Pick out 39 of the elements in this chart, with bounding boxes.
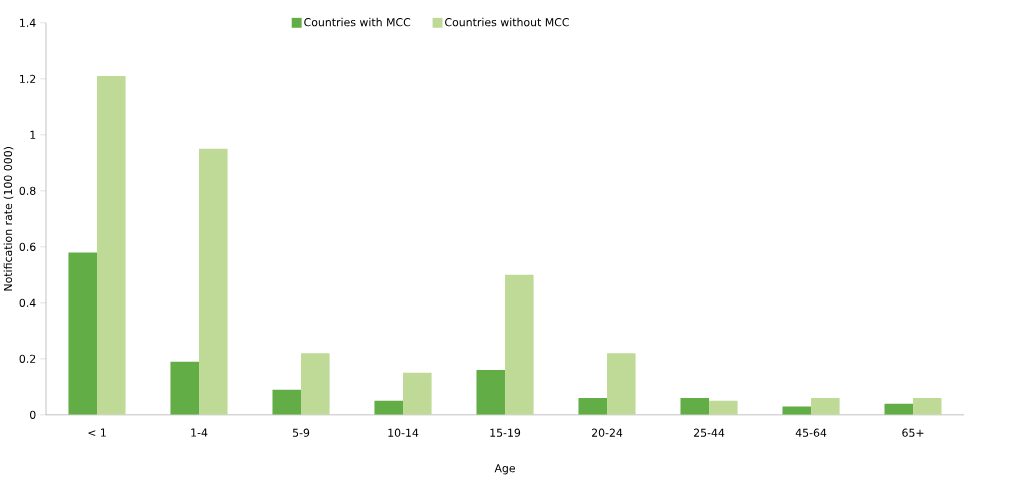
x-tick-label: 65+ bbox=[902, 428, 924, 437]
y-tick-label: 0 bbox=[29, 410, 36, 419]
legend-label: Countries without MCC bbox=[445, 17, 569, 27]
y-tick-label: 0.6 bbox=[19, 242, 36, 251]
bar bbox=[505, 274, 534, 415]
x-axis-title: Age bbox=[494, 464, 516, 475]
x-tick-label: 25-44 bbox=[693, 428, 725, 437]
x-tick-label: 1-4 bbox=[191, 428, 208, 437]
bar bbox=[170, 361, 200, 415]
bar bbox=[68, 252, 98, 415]
x-tick-label: 45-64 bbox=[795, 428, 827, 437]
bar bbox=[199, 148, 228, 415]
bar bbox=[913, 397, 942, 415]
x-tick-label: < 1 bbox=[88, 428, 106, 437]
x-tick-label: 15-19 bbox=[490, 428, 521, 437]
bar bbox=[301, 353, 330, 415]
bar bbox=[709, 400, 738, 415]
bar bbox=[782, 406, 812, 415]
bar bbox=[476, 369, 506, 415]
bar bbox=[884, 403, 914, 415]
x-tick-label: 10-14 bbox=[388, 428, 419, 437]
y-tick-label: 1.2 bbox=[20, 74, 36, 83]
x-tick-label: 20-24 bbox=[591, 428, 623, 437]
legend-label: Countries with MCC bbox=[304, 17, 411, 27]
y-tick-label: 0.4 bbox=[19, 298, 36, 307]
bar bbox=[607, 353, 636, 415]
bar bbox=[578, 397, 608, 415]
bar bbox=[97, 75, 126, 415]
bar bbox=[272, 389, 302, 415]
y-tick-label: 1 bbox=[30, 130, 36, 139]
x-tick-label: 5-9 bbox=[292, 428, 310, 437]
bar bbox=[374, 400, 404, 415]
bar bbox=[403, 372, 432, 415]
y-tick-label: 0.8 bbox=[19, 186, 36, 195]
y-tick-label: 0.2 bbox=[19, 354, 36, 363]
bar bbox=[811, 397, 840, 415]
y-tick-label: 1.4 bbox=[20, 18, 36, 27]
bar bbox=[680, 397, 710, 415]
y-axis-title: Notification rate (100 000) bbox=[3, 146, 14, 291]
